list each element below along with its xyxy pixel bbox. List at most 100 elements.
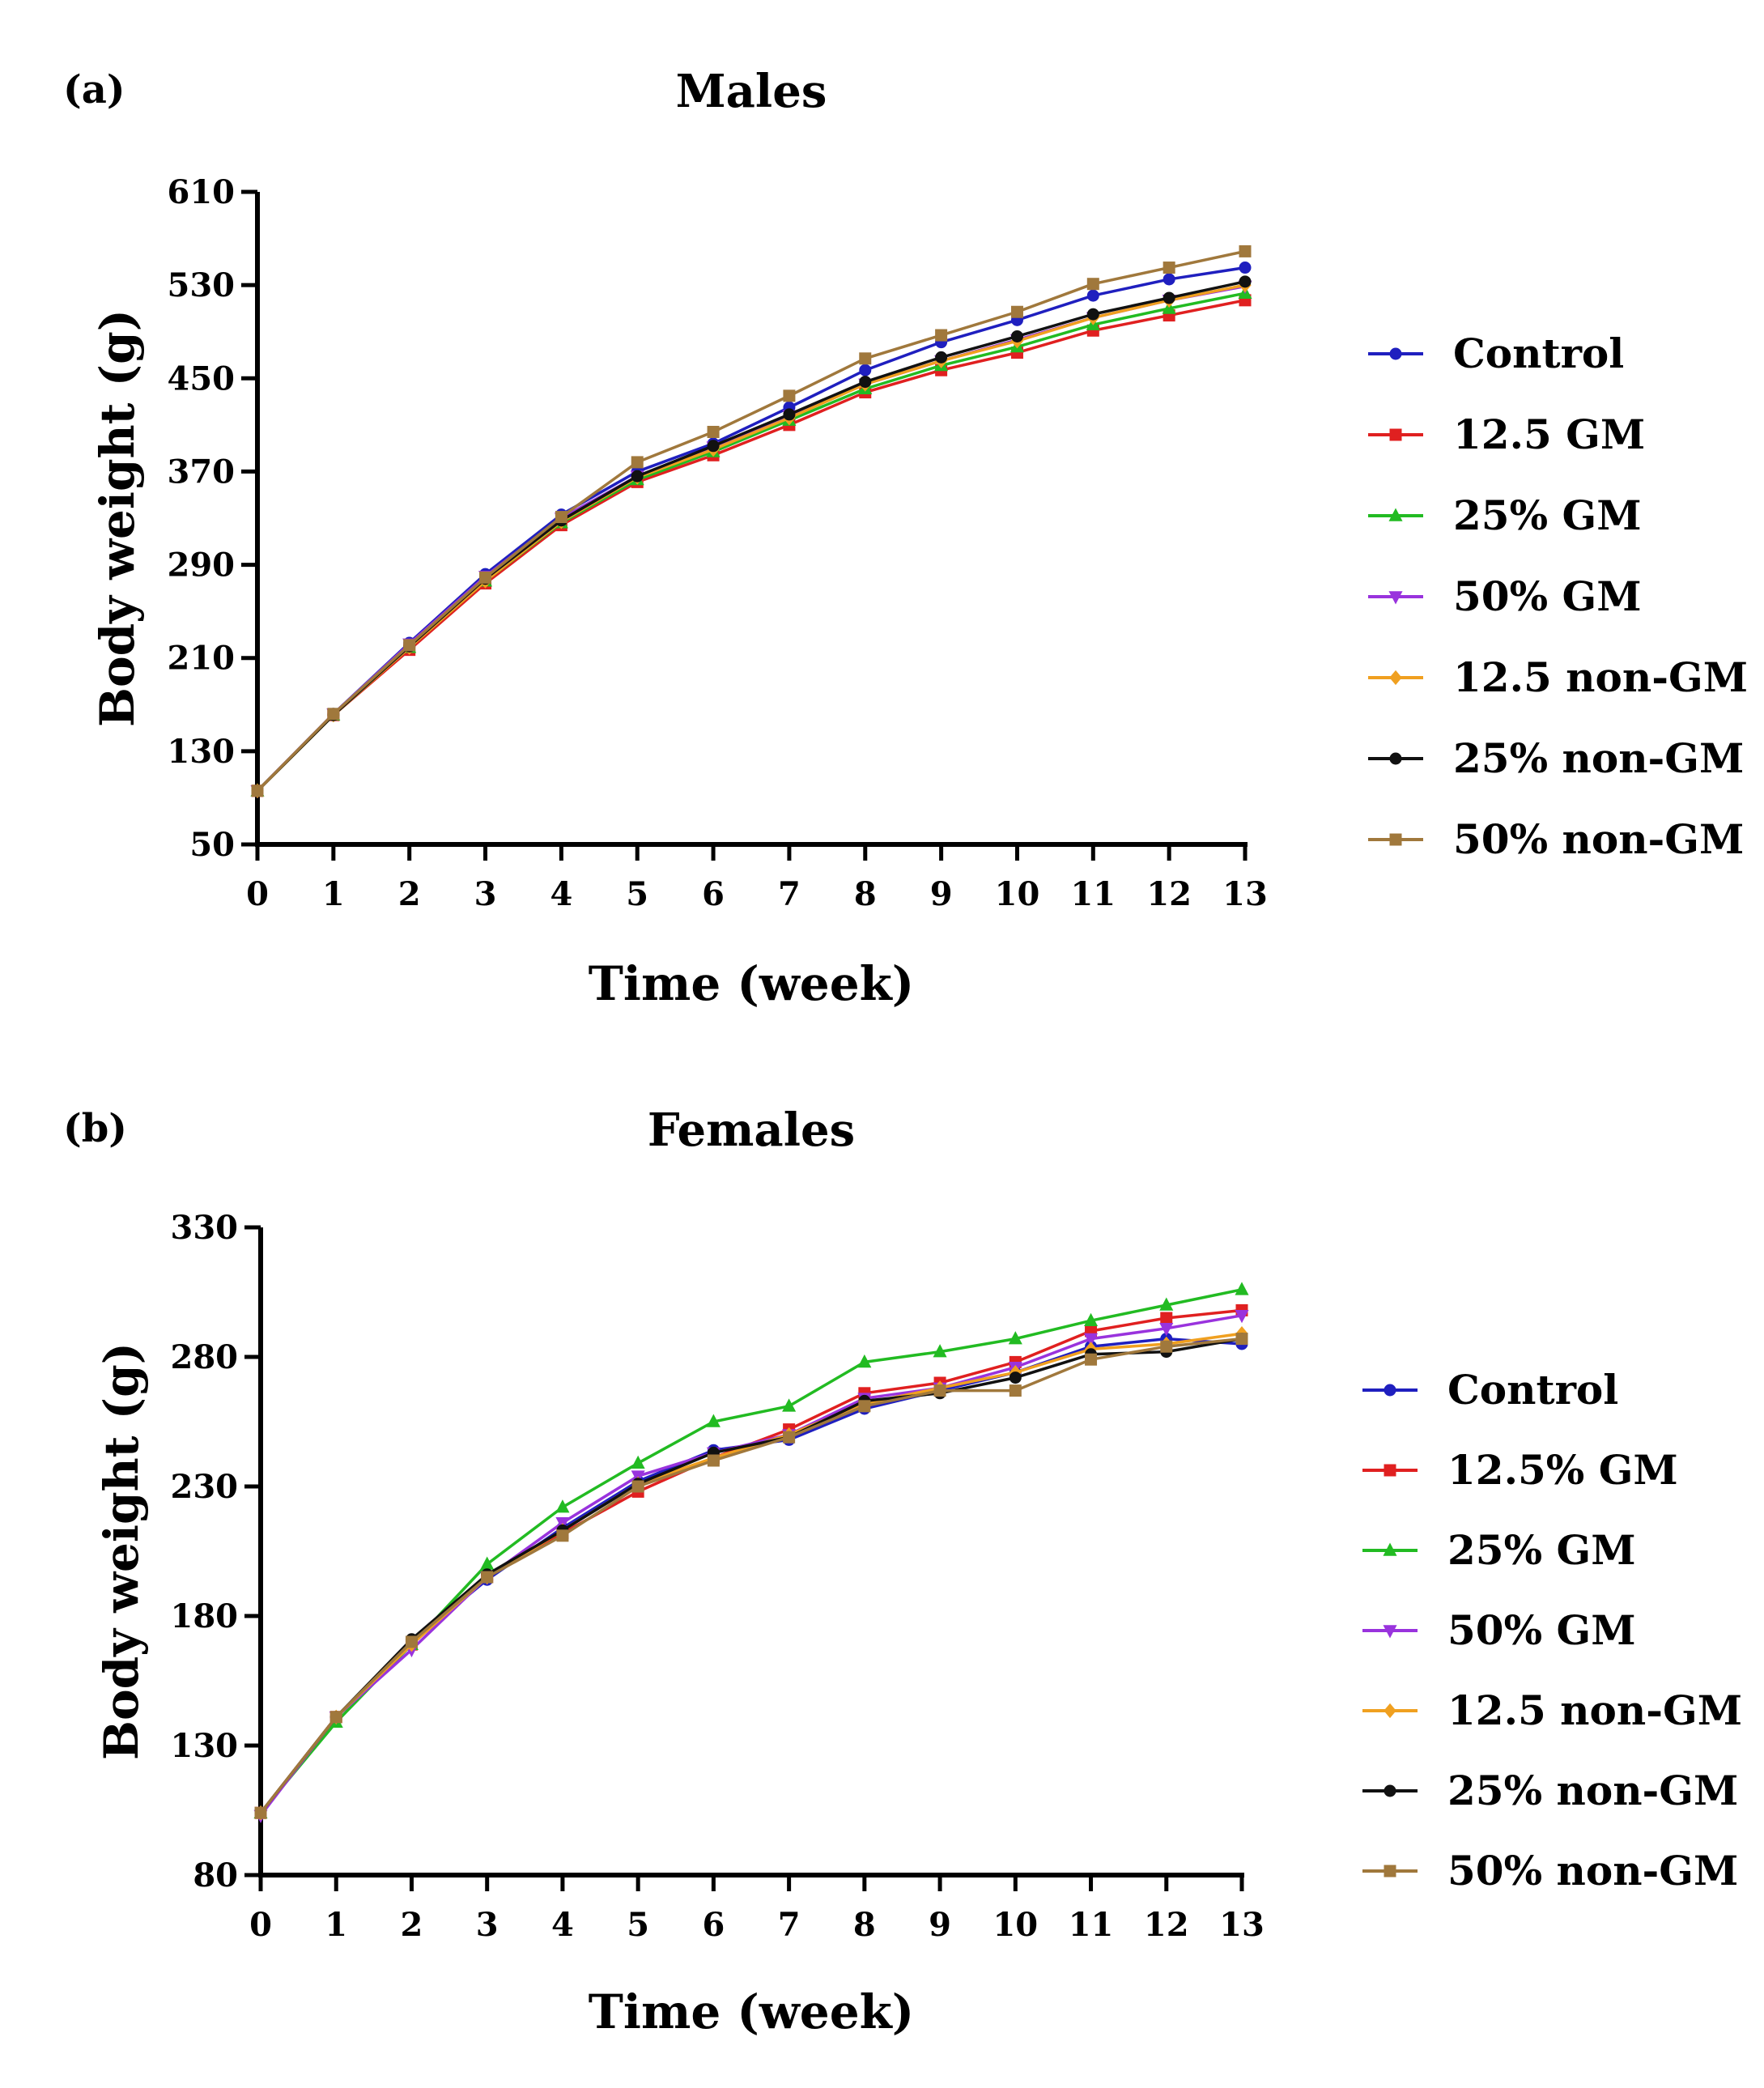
x-tick-label: 6 <box>702 875 725 913</box>
legend-marker <box>1389 428 1402 441</box>
legend-marker <box>1384 1865 1396 1877</box>
data-point <box>783 408 796 421</box>
legend-marker <box>1383 1625 1397 1639</box>
data-point <box>1084 1333 1099 1347</box>
legend-entry: 12.5 non-GM <box>1368 653 1748 701</box>
y-tick-label: 210 <box>168 640 236 678</box>
x-tick-label: 6 <box>702 1906 725 1944</box>
x-tick-label: 5 <box>626 875 648 913</box>
x-tick-label: 0 <box>246 875 269 913</box>
x-tick-label: 7 <box>778 1906 801 1944</box>
y-axis-title: Body weight (g) <box>90 309 145 727</box>
legend-label: 25% non-GM <box>1447 1767 1738 1814</box>
legend-entry: 50% non-GM <box>1368 815 1744 863</box>
data-point <box>1235 1282 1249 1295</box>
legend-entry: 25% non-GM <box>1362 1767 1738 1814</box>
series-line <box>259 1337 1243 1814</box>
x-tick-label: 5 <box>627 1906 649 1944</box>
data-point <box>1085 1353 1098 1366</box>
legend-entry: 12.5 non-GM <box>1362 1686 1742 1734</box>
series-line <box>259 1332 1243 1814</box>
x-tick-label: 3 <box>474 875 497 913</box>
data-point <box>1008 1331 1022 1345</box>
data-point <box>783 1431 796 1444</box>
series-line <box>256 249 1246 793</box>
series-line <box>256 283 1246 793</box>
data-point <box>782 1398 797 1412</box>
legend-marker <box>1389 752 1402 765</box>
data-point <box>857 1354 872 1368</box>
series-line <box>256 280 1246 793</box>
legend-marker <box>1384 1784 1396 1797</box>
data-point <box>1160 1312 1173 1325</box>
x-tick-label: 12 <box>1146 875 1192 913</box>
legend-marker <box>1383 1542 1397 1556</box>
legend-label: 12.5 GM <box>1453 410 1645 458</box>
data-point <box>935 351 948 364</box>
series-3 <box>250 285 1252 797</box>
x-tick-label: 11 <box>1070 875 1116 913</box>
data-point <box>327 708 340 721</box>
legend-marker <box>1389 833 1402 846</box>
legend-entry: 25% GM <box>1368 491 1642 539</box>
data-point <box>859 352 872 365</box>
series-3 <box>253 1282 1249 1818</box>
legend-entry: 12.5% GM <box>1362 1446 1678 1494</box>
legend-entry: 12.5 GM <box>1368 410 1645 458</box>
legend-entry: 50% GM <box>1368 572 1642 620</box>
legend-entry: Control <box>1368 330 1624 377</box>
data-point <box>1010 330 1023 342</box>
data-point <box>1235 1333 1248 1346</box>
series-7 <box>254 1333 1248 1819</box>
series-5 <box>251 277 1252 798</box>
data-point <box>631 456 644 469</box>
legend-entry: 25% non-GM <box>1368 734 1744 782</box>
series-6 <box>251 275 1252 797</box>
data-point <box>1084 1312 1099 1326</box>
x-tick-label: 2 <box>398 875 421 913</box>
series-6 <box>254 1333 1248 1819</box>
data-point <box>556 1529 569 1542</box>
legend-label: 25% non-GM <box>1453 734 1744 782</box>
series-7 <box>251 245 1252 797</box>
legend-entry: Control <box>1362 1366 1618 1414</box>
series-5 <box>254 1326 1248 1821</box>
legend-marker <box>1388 591 1403 605</box>
series-line <box>259 1314 1243 1817</box>
legend-label: 50% GM <box>1453 572 1642 620</box>
y-axis-title: Body weight (g) <box>94 1342 149 1760</box>
x-tick-label: 11 <box>1069 1906 1114 1944</box>
legend-label: 25% GM <box>1447 1526 1636 1574</box>
y-tick-label: 130 <box>168 733 236 771</box>
x-axis-title: Time (week) <box>589 956 914 1011</box>
legend-entry: 25% GM <box>1362 1526 1636 1574</box>
x-tick-label: 9 <box>930 875 953 913</box>
panel-label: (b) <box>63 1106 127 1151</box>
series-1 <box>251 262 1252 797</box>
x-tick-label: 0 <box>249 1906 272 1944</box>
data-point <box>1086 278 1099 291</box>
series-line <box>256 299 1246 793</box>
data-point <box>1010 305 1023 318</box>
data-point <box>631 1480 644 1493</box>
legend-marker <box>1388 508 1403 521</box>
x-tick-label: 9 <box>929 1906 951 1944</box>
series-2 <box>251 294 1252 797</box>
data-point <box>1159 1297 1174 1311</box>
y-tick-label: 610 <box>168 173 236 211</box>
series-line <box>256 291 1246 793</box>
legend-label: 12.5 non-GM <box>1453 653 1748 701</box>
x-tick-label: 8 <box>853 1906 876 1944</box>
chart-title: Males <box>676 65 827 118</box>
y-tick-label: 230 <box>171 1468 239 1506</box>
data-point <box>631 470 644 483</box>
x-tick-label: 1 <box>325 1906 347 1944</box>
legend-label: Control <box>1453 330 1624 377</box>
data-point <box>707 425 720 438</box>
legend-marker <box>1384 1384 1396 1397</box>
legend-marker <box>1389 670 1402 686</box>
series-line <box>259 1337 1243 1814</box>
legend-entry: 50% GM <box>1362 1606 1636 1654</box>
